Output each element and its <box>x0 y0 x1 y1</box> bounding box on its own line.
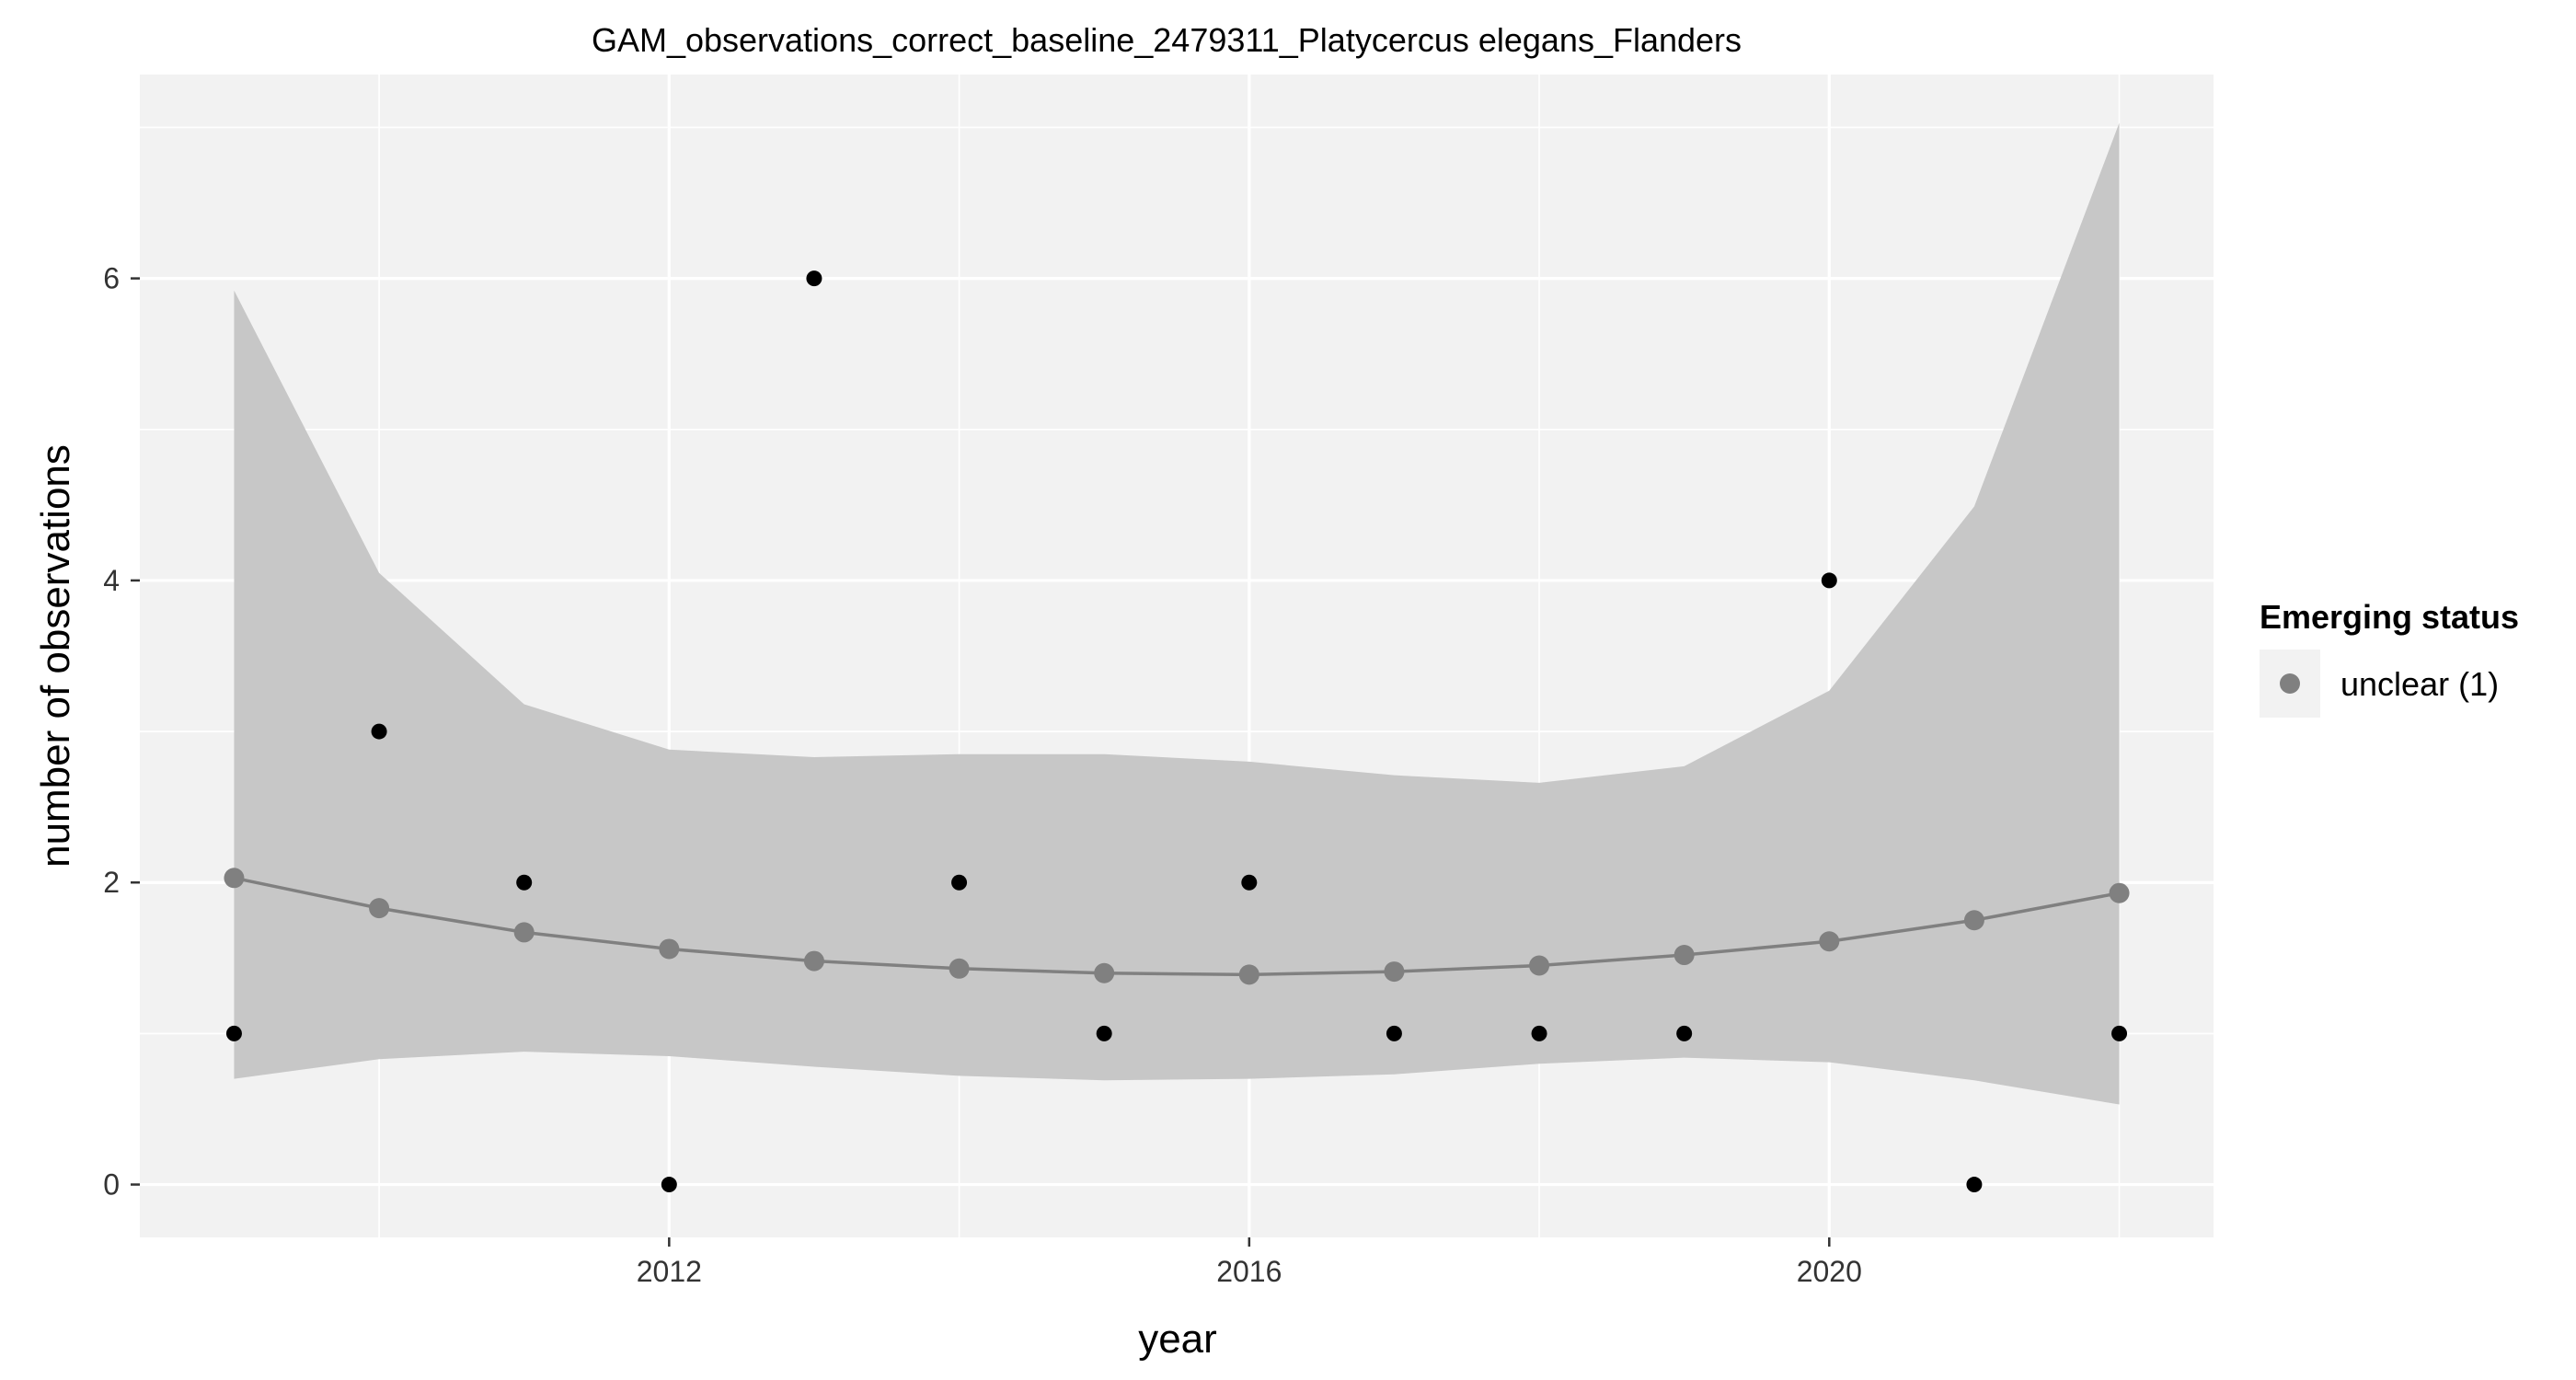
fitted-point <box>1963 910 1984 931</box>
fitted-point <box>513 922 535 943</box>
observation-point <box>1241 874 1258 891</box>
fitted-line <box>234 876 2120 977</box>
observation-point <box>2111 1025 2128 1041</box>
fitted-point <box>803 950 824 972</box>
fitted-point <box>224 868 245 889</box>
x-axis-tick-label: 2012 <box>637 1255 702 1288</box>
observation-point <box>1531 1025 1547 1041</box>
y-axis-tick-label: 6 <box>103 262 120 295</box>
observation-point <box>806 270 822 287</box>
x-axis-tick-label: 2016 <box>1216 1255 1282 1288</box>
x-axis: 2012 2016 2020 <box>637 1237 1862 1288</box>
observation-point <box>1386 1025 1402 1041</box>
fitted-point <box>1819 931 1840 952</box>
observation-point <box>1096 1025 1112 1041</box>
legend-key-point <box>2280 673 2300 694</box>
x-axis-title: year <box>1138 1317 1217 1362</box>
chart-title: GAM_observations_correct_baseline_247931… <box>592 21 1742 59</box>
fitted-point <box>1094 962 1115 983</box>
observation-point <box>1966 1177 1983 1193</box>
observation-point <box>1821 572 1837 589</box>
observation-point <box>225 1025 242 1041</box>
y-axis-tick-label: 4 <box>103 564 120 597</box>
fitted-point <box>659 938 680 960</box>
fitted-point <box>1529 955 1550 976</box>
fitted-points <box>224 868 2130 985</box>
legend: Emerging status unclear (1) <box>2260 598 2519 718</box>
fitted-point <box>369 898 390 919</box>
y-axis-tick-label: 0 <box>103 1168 120 1202</box>
fitted-point <box>1238 964 1259 985</box>
observation-point <box>1676 1025 1693 1041</box>
y-axis-tick-label: 2 <box>103 866 120 899</box>
confidence-ribbon <box>234 122 2120 1105</box>
fitted-point <box>1384 961 1405 983</box>
legend-title: Emerging status <box>2260 598 2519 636</box>
y-axis: 0 2 4 6 <box>103 262 140 1202</box>
observation-point <box>371 723 387 740</box>
fitted-point <box>2109 882 2130 903</box>
observation-point <box>516 874 533 891</box>
observation-point <box>951 874 968 891</box>
fitted-point <box>949 958 970 979</box>
y-axis-title: number of observations <box>33 444 78 868</box>
observation-points <box>225 270 2128 1193</box>
fitted-point <box>1673 945 1695 966</box>
x-axis-tick-label: 2020 <box>1797 1255 1862 1288</box>
observation-point <box>661 1177 677 1193</box>
legend-entry-label: unclear (1) <box>2340 665 2499 703</box>
